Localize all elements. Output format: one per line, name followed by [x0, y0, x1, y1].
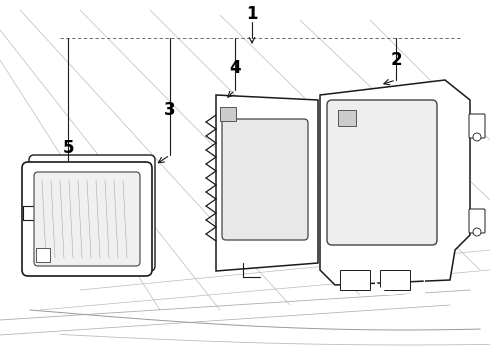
Text: 3: 3	[164, 101, 176, 119]
FancyBboxPatch shape	[469, 114, 485, 138]
Circle shape	[473, 228, 481, 236]
Circle shape	[473, 133, 481, 141]
FancyBboxPatch shape	[469, 209, 485, 233]
Text: 1: 1	[246, 5, 258, 23]
FancyBboxPatch shape	[222, 119, 308, 240]
FancyBboxPatch shape	[22, 162, 152, 276]
FancyBboxPatch shape	[34, 172, 140, 266]
Bar	[220, 107, 236, 121]
Polygon shape	[320, 80, 470, 285]
Bar	[340, 270, 370, 290]
Text: 5: 5	[62, 139, 74, 157]
Bar	[380, 270, 410, 290]
Text: 4: 4	[229, 59, 241, 77]
Bar	[36, 248, 50, 262]
Polygon shape	[216, 95, 318, 271]
Text: 2: 2	[390, 51, 402, 69]
Bar	[338, 110, 356, 126]
FancyBboxPatch shape	[327, 100, 437, 245]
FancyBboxPatch shape	[29, 155, 155, 271]
